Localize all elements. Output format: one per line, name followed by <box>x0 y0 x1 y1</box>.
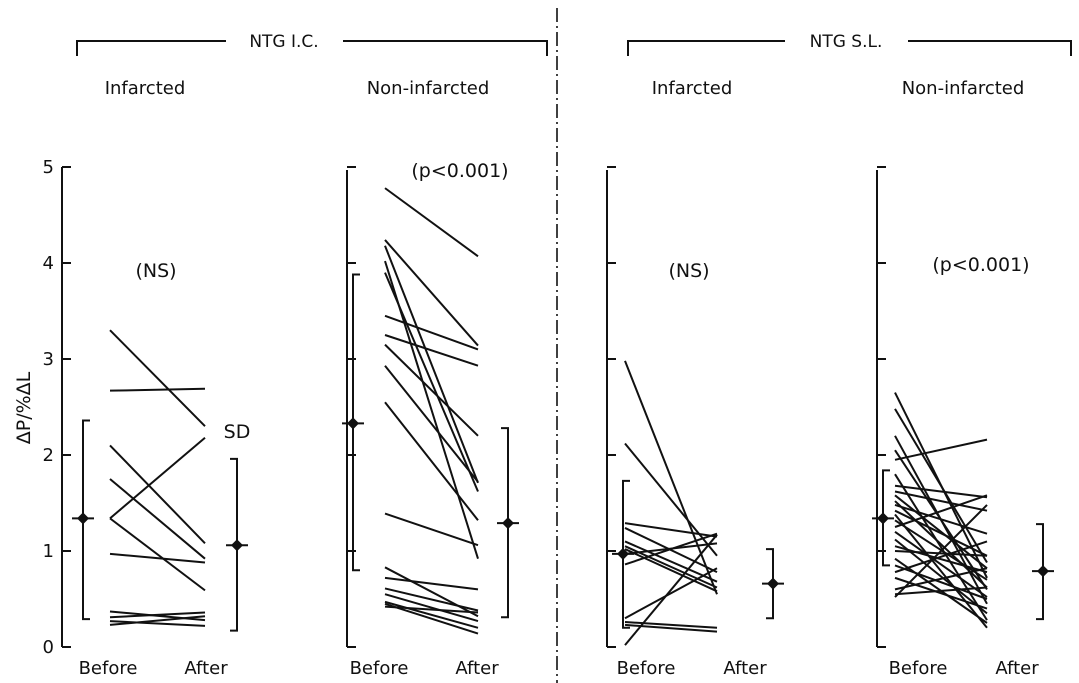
panel-3: Infarcted (NS) Before After <box>606 78 784 679</box>
panel-title: Non-infarcted <box>367 78 490 99</box>
significance-annotation: (NS) <box>668 260 709 282</box>
subject-line <box>894 438 988 461</box>
subject-line <box>894 509 988 557</box>
subject-line <box>894 513 988 629</box>
subject-line <box>384 245 479 484</box>
subject-line <box>894 567 988 591</box>
subject-line <box>384 365 479 483</box>
subject-line <box>384 239 479 347</box>
subject-line <box>109 611 206 619</box>
subject-line <box>384 272 479 492</box>
group-header-ntg-ic: NTG I.C. <box>76 32 548 56</box>
subject-line <box>894 545 988 574</box>
panel-title: Infarcted <box>105 78 186 99</box>
subject-line <box>894 530 988 598</box>
subject-line <box>109 478 206 560</box>
subject-line <box>109 615 206 626</box>
panel-title: Non-infarcted <box>902 78 1025 99</box>
group-header-ntg-sl: NTG S.L. <box>627 32 1072 56</box>
y-tick-label: 4 <box>43 253 54 274</box>
subject-line <box>384 593 479 623</box>
subject-line <box>894 503 988 535</box>
subject-line <box>109 387 206 392</box>
subject-line <box>894 484 988 499</box>
subject-line <box>109 620 206 627</box>
subject-line <box>624 522 718 538</box>
subject-line <box>384 602 479 635</box>
x-category-before: Before <box>617 658 676 679</box>
y-tick-label: 0 <box>43 637 54 658</box>
subject-line <box>894 550 988 557</box>
subject-line <box>384 600 479 629</box>
panel-title: Infarcted <box>652 78 733 99</box>
subject-line <box>384 587 479 612</box>
after-summary <box>762 548 784 620</box>
before-summary <box>612 479 634 629</box>
subject-line <box>624 567 718 620</box>
subject-line <box>109 329 206 427</box>
subject-line <box>384 187 479 258</box>
subject-line <box>894 473 988 621</box>
subject-line <box>384 576 479 591</box>
subject-line <box>894 494 988 570</box>
after-summary <box>1032 523 1054 621</box>
subject-line <box>894 564 988 600</box>
subject-line <box>894 586 988 596</box>
subject-line <box>894 500 988 589</box>
subject-line <box>624 540 718 583</box>
x-category-after: After <box>723 658 767 679</box>
subject-line <box>384 605 479 614</box>
subject-line <box>894 494 988 528</box>
y-tick-label: 2 <box>43 445 54 466</box>
panel-2: Non-infarcted (p<0.001) Before After <box>342 78 519 679</box>
subject-line <box>384 512 479 547</box>
x-category-before: Before <box>350 658 409 679</box>
subject-line <box>384 566 479 618</box>
subject-line <box>624 532 718 566</box>
x-category-before: Before <box>889 658 948 679</box>
subject-line <box>384 314 479 351</box>
group-title-ntg-sl: NTG S.L. <box>810 32 883 52</box>
x-category-before: Before <box>79 658 138 679</box>
before-summary <box>72 419 94 621</box>
x-category-after: After <box>455 658 499 679</box>
subject-line <box>624 621 718 629</box>
subject-line <box>894 504 988 598</box>
after-summary <box>226 457 248 632</box>
subject-line <box>894 408 988 564</box>
x-category-after: After <box>995 658 1039 679</box>
panel-4: Non-infarcted (p<0.001) Before After <box>872 78 1054 679</box>
subject-line <box>624 360 718 595</box>
x-category-after: After <box>184 658 228 679</box>
subject-line <box>624 534 718 646</box>
subject-line <box>894 490 988 512</box>
y-tick-label: 1 <box>43 541 54 562</box>
subject-line <box>384 334 479 367</box>
subject-line <box>384 401 479 521</box>
y-tick-label: 3 <box>43 349 54 370</box>
before-summary <box>342 273 364 572</box>
subject-line <box>109 552 206 564</box>
subject-line <box>624 442 718 557</box>
subject-line <box>109 444 206 545</box>
significance-annotation: (NS) <box>135 260 176 282</box>
after-summary <box>497 427 519 619</box>
group-title-ntg-ic: NTG I.C. <box>249 32 318 52</box>
subject-line <box>384 343 479 437</box>
significance-annotation: (p<0.001) <box>932 254 1029 276</box>
subject-line <box>109 436 206 520</box>
y-tick-label: 5 <box>43 157 54 178</box>
subject-line <box>624 548 718 593</box>
before-summary <box>872 469 894 567</box>
y-axis-label: ΔP/%ΔL <box>13 371 35 444</box>
subject-line <box>894 540 988 574</box>
sd-label: SD <box>224 421 251 443</box>
subject-line <box>109 517 206 592</box>
panel-1: Infarcted 0 1 2 3 4 5 (NS) SD Before After <box>43 78 251 679</box>
significance-annotation: (p<0.001) <box>411 160 508 182</box>
